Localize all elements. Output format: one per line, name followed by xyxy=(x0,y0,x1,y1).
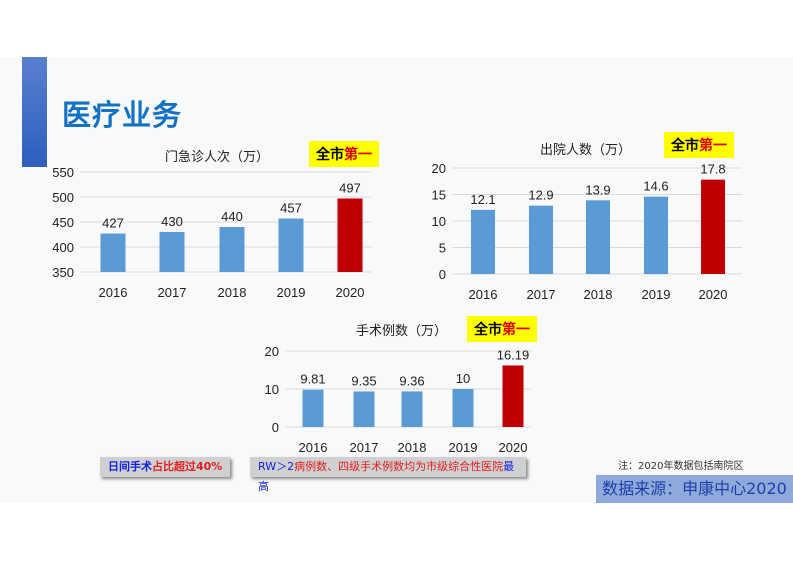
bar xyxy=(452,389,474,427)
y-tick-label: 10 xyxy=(265,382,279,397)
data-label: 12.9 xyxy=(528,188,553,203)
x-tick-label: 2019 xyxy=(449,440,478,455)
box-text: 日间手术 xyxy=(108,460,152,473)
data-label: 440 xyxy=(221,209,243,224)
badge-text: 全市 xyxy=(316,147,344,163)
bar xyxy=(502,365,524,427)
data-label: 9.36 xyxy=(399,373,424,388)
y-tick-label: 0 xyxy=(272,420,279,435)
badge-text: 全市 xyxy=(474,322,502,338)
x-tick-label: 2018 xyxy=(398,440,427,455)
accent-bar xyxy=(22,57,47,167)
x-tick-label: 2019 xyxy=(277,285,306,300)
x-tick-label: 2016 xyxy=(99,285,128,300)
rank-badge-discharge: 全市第一 xyxy=(664,132,734,158)
bar xyxy=(644,196,668,274)
bar xyxy=(586,200,610,274)
badge-text: 全市 xyxy=(671,138,699,154)
data-label: 9.81 xyxy=(300,372,325,387)
x-tick-label: 2020 xyxy=(699,287,728,302)
x-tick-label: 2018 xyxy=(218,285,247,300)
chart-title-discharge: 出院人数（万） xyxy=(540,143,632,158)
y-tick-label: 15 xyxy=(432,188,446,203)
y-tick-label: 10 xyxy=(432,214,446,229)
bar xyxy=(401,391,423,427)
badge-text-red: 第一 xyxy=(344,147,372,163)
bar xyxy=(159,232,185,272)
chart-title-surgery: 手术例数（万） xyxy=(356,324,448,339)
badge-text-red: 第一 xyxy=(502,322,530,338)
data-label: 17.8 xyxy=(700,162,725,177)
page-title: 医疗业务 xyxy=(62,98,183,132)
chart-title-outpatient: 门急诊人次（万） xyxy=(165,150,270,165)
bar xyxy=(337,198,363,272)
highlight-box-rw: RW＞2病例数、四级手术例数均为市级综合性医院最高 xyxy=(250,457,526,493)
rank-badge-surgery: 全市第一 xyxy=(467,316,537,342)
data-label: 427 xyxy=(102,216,124,231)
x-tick-label: 2019 xyxy=(642,287,671,302)
x-tick-label: 2020 xyxy=(336,285,365,300)
x-tick-label: 2016 xyxy=(469,287,498,302)
y-tick-label: 0 xyxy=(439,267,446,282)
box-text-red: 病例数、四级手术例数均为市级综合性医院 xyxy=(294,460,504,473)
bar xyxy=(353,391,375,427)
data-source: 数据来源：申康中心2020 xyxy=(596,475,793,503)
data-label: 16.19 xyxy=(497,347,530,362)
box-text-red: 占比超过40% xyxy=(152,460,223,473)
data-label: 13.9 xyxy=(585,182,610,197)
x-tick-label: 2017 xyxy=(158,285,187,300)
x-tick-label: 2017 xyxy=(527,287,556,302)
data-label: 14.6 xyxy=(643,179,668,194)
data-label: 9.35 xyxy=(351,373,376,388)
bar xyxy=(471,209,495,274)
badge-text-red: 第一 xyxy=(699,138,727,154)
footnote: 注：2020年数据包括南院区 xyxy=(618,461,744,472)
y-tick-label: 5 xyxy=(439,241,446,256)
y-tick-label: 550 xyxy=(52,165,74,180)
data-label: 430 xyxy=(161,214,183,229)
bar xyxy=(278,218,304,272)
bar xyxy=(100,233,126,272)
box-text: RW＞2 xyxy=(258,460,295,473)
y-tick-label: 20 xyxy=(265,344,279,359)
data-label: 10 xyxy=(456,371,470,386)
data-label: 12.1 xyxy=(470,192,495,207)
y-tick-label: 450 xyxy=(52,215,74,230)
data-label: 497 xyxy=(339,181,361,196)
box-text-blue: 最高 xyxy=(258,460,515,493)
bar xyxy=(219,227,245,272)
y-tick-label: 400 xyxy=(52,240,74,255)
x-tick-label: 2017 xyxy=(350,440,379,455)
y-tick-label: 500 xyxy=(52,190,74,205)
bar xyxy=(302,389,324,427)
rank-badge-outpatient: 全市第一 xyxy=(309,141,379,167)
bar xyxy=(701,179,725,274)
x-tick-label: 2020 xyxy=(499,440,528,455)
data-label: 457 xyxy=(280,201,302,216)
y-tick-label: 20 xyxy=(432,161,446,176)
x-tick-label: 2016 xyxy=(299,440,328,455)
y-tick-label: 350 xyxy=(52,265,74,280)
highlight-box-day-surgery: 日间手术占比超过40% xyxy=(100,457,231,477)
x-tick-label: 2018 xyxy=(584,287,613,302)
bar xyxy=(529,205,553,274)
slide-background xyxy=(0,57,793,503)
